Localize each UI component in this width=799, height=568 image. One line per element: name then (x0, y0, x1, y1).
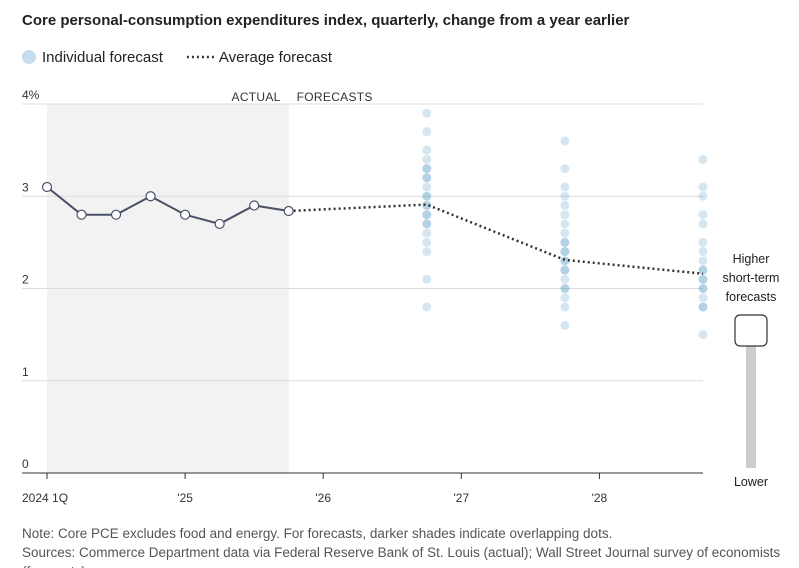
forecast-dot (422, 247, 432, 257)
forecast-dot (698, 210, 708, 220)
y-tick-label: 1 (22, 365, 29, 379)
forecast-dot (422, 145, 432, 155)
forecast-dot (422, 164, 432, 174)
forecast-dot (560, 256, 570, 266)
x-tick-label: 2024 1Q (22, 491, 68, 505)
forecast-dot (698, 330, 708, 340)
slider-handle[interactable] (734, 314, 768, 347)
forecast-dot (698, 265, 708, 275)
forecast-dot (422, 108, 432, 118)
forecast-dot (560, 284, 570, 293)
forecast-dot (560, 219, 570, 229)
x-tick-label: '28 (592, 491, 608, 505)
forecast-dot (422, 173, 432, 183)
slider-track (746, 340, 756, 468)
forecast-dot (560, 256, 570, 266)
forecast-dot (698, 237, 708, 247)
source: Sources: Commerce Department data via Fe… (22, 545, 781, 568)
forecast-dot (422, 127, 432, 137)
forecast-dot (560, 237, 570, 247)
chart: Core personal-consumption expenditures i… (22, 12, 768, 505)
forecast-dot (560, 265, 570, 275)
forecast-dot (560, 302, 570, 312)
forecast-dot (560, 247, 570, 257)
forecast-dot (698, 191, 708, 201)
forecast-dot (560, 247, 570, 257)
forecast-dot (422, 200, 432, 210)
forecast-dot (422, 210, 432, 220)
annotation: ACTUAL (232, 90, 281, 104)
slider-bottom-label: Lower (733, 475, 769, 489)
actual-point (110, 209, 122, 220)
forecast-dot (422, 274, 432, 284)
forecast-dot (698, 284, 708, 293)
forecast-dot (422, 237, 432, 247)
forecast-dot (422, 302, 432, 312)
forecast-dot (422, 164, 432, 174)
forecast-dot (698, 265, 708, 275)
forecast-dot (560, 274, 570, 284)
forecast-dot (698, 274, 708, 284)
y-tick-label: 4% (22, 88, 40, 102)
forecast-dot (560, 164, 570, 174)
forecast-dot (698, 256, 708, 266)
x-tick-label: '25 (177, 491, 193, 505)
actual-line (46, 186, 289, 225)
forecast-dot (698, 274, 708, 284)
forecast-dot (422, 191, 432, 201)
legend-swatch (22, 50, 36, 64)
legend-label: Average forecast (219, 49, 333, 66)
actual-point (214, 218, 225, 230)
forecast-dot (698, 154, 708, 164)
y-tick-label: 0 (22, 457, 29, 471)
forecast-dot (422, 154, 432, 164)
forecast-dot (698, 293, 708, 303)
forecast-dot (560, 182, 570, 192)
forecast-dot (422, 182, 432, 192)
actual-point (145, 191, 156, 202)
forecast-dot (698, 219, 708, 229)
chart-title: Core personal-consumption expenditures i… (22, 12, 630, 29)
forecast-dot (560, 293, 570, 303)
forecast-dot (560, 265, 570, 275)
forecast-dot (560, 210, 570, 220)
forecast-dot (422, 173, 432, 183)
actual-point (180, 209, 191, 220)
forecast-dot (698, 182, 708, 192)
forecast-dot (698, 247, 708, 257)
forecast-dot (560, 237, 570, 247)
forecast-dot (422, 228, 432, 238)
actual-point (249, 200, 260, 211)
forecast-dot (422, 210, 432, 220)
actual-point (283, 205, 294, 217)
forecast-dot (560, 284, 570, 293)
forecast-dot (560, 191, 570, 201)
actual-point (76, 209, 87, 220)
forecast-dot (560, 200, 570, 210)
forecast-dot (422, 200, 432, 210)
forecast-dot (422, 219, 432, 229)
actual-point (41, 181, 53, 193)
forecast-dot (560, 136, 570, 146)
forecast-dot (698, 284, 708, 293)
forecast-dot (560, 228, 570, 238)
forecast-dot (422, 191, 432, 201)
slider-top-label: Higher short-term forecasts (722, 252, 780, 304)
annotation: FORECASTS (297, 90, 373, 104)
forecast-dot (698, 302, 708, 312)
y-tick-label: 2 (22, 273, 29, 287)
y-tick-label: 3 (22, 180, 29, 194)
note: Note: Core PCE excludes food and energy.… (22, 526, 613, 541)
x-tick-label: '27 (453, 491, 469, 505)
forecast-dot (560, 320, 570, 330)
legend-label: Individual forecast (42, 49, 164, 66)
forecast-dot (422, 219, 432, 229)
average-line (288, 203, 704, 275)
forecast-dot (698, 302, 708, 312)
x-tick-label: '26 (315, 491, 331, 505)
